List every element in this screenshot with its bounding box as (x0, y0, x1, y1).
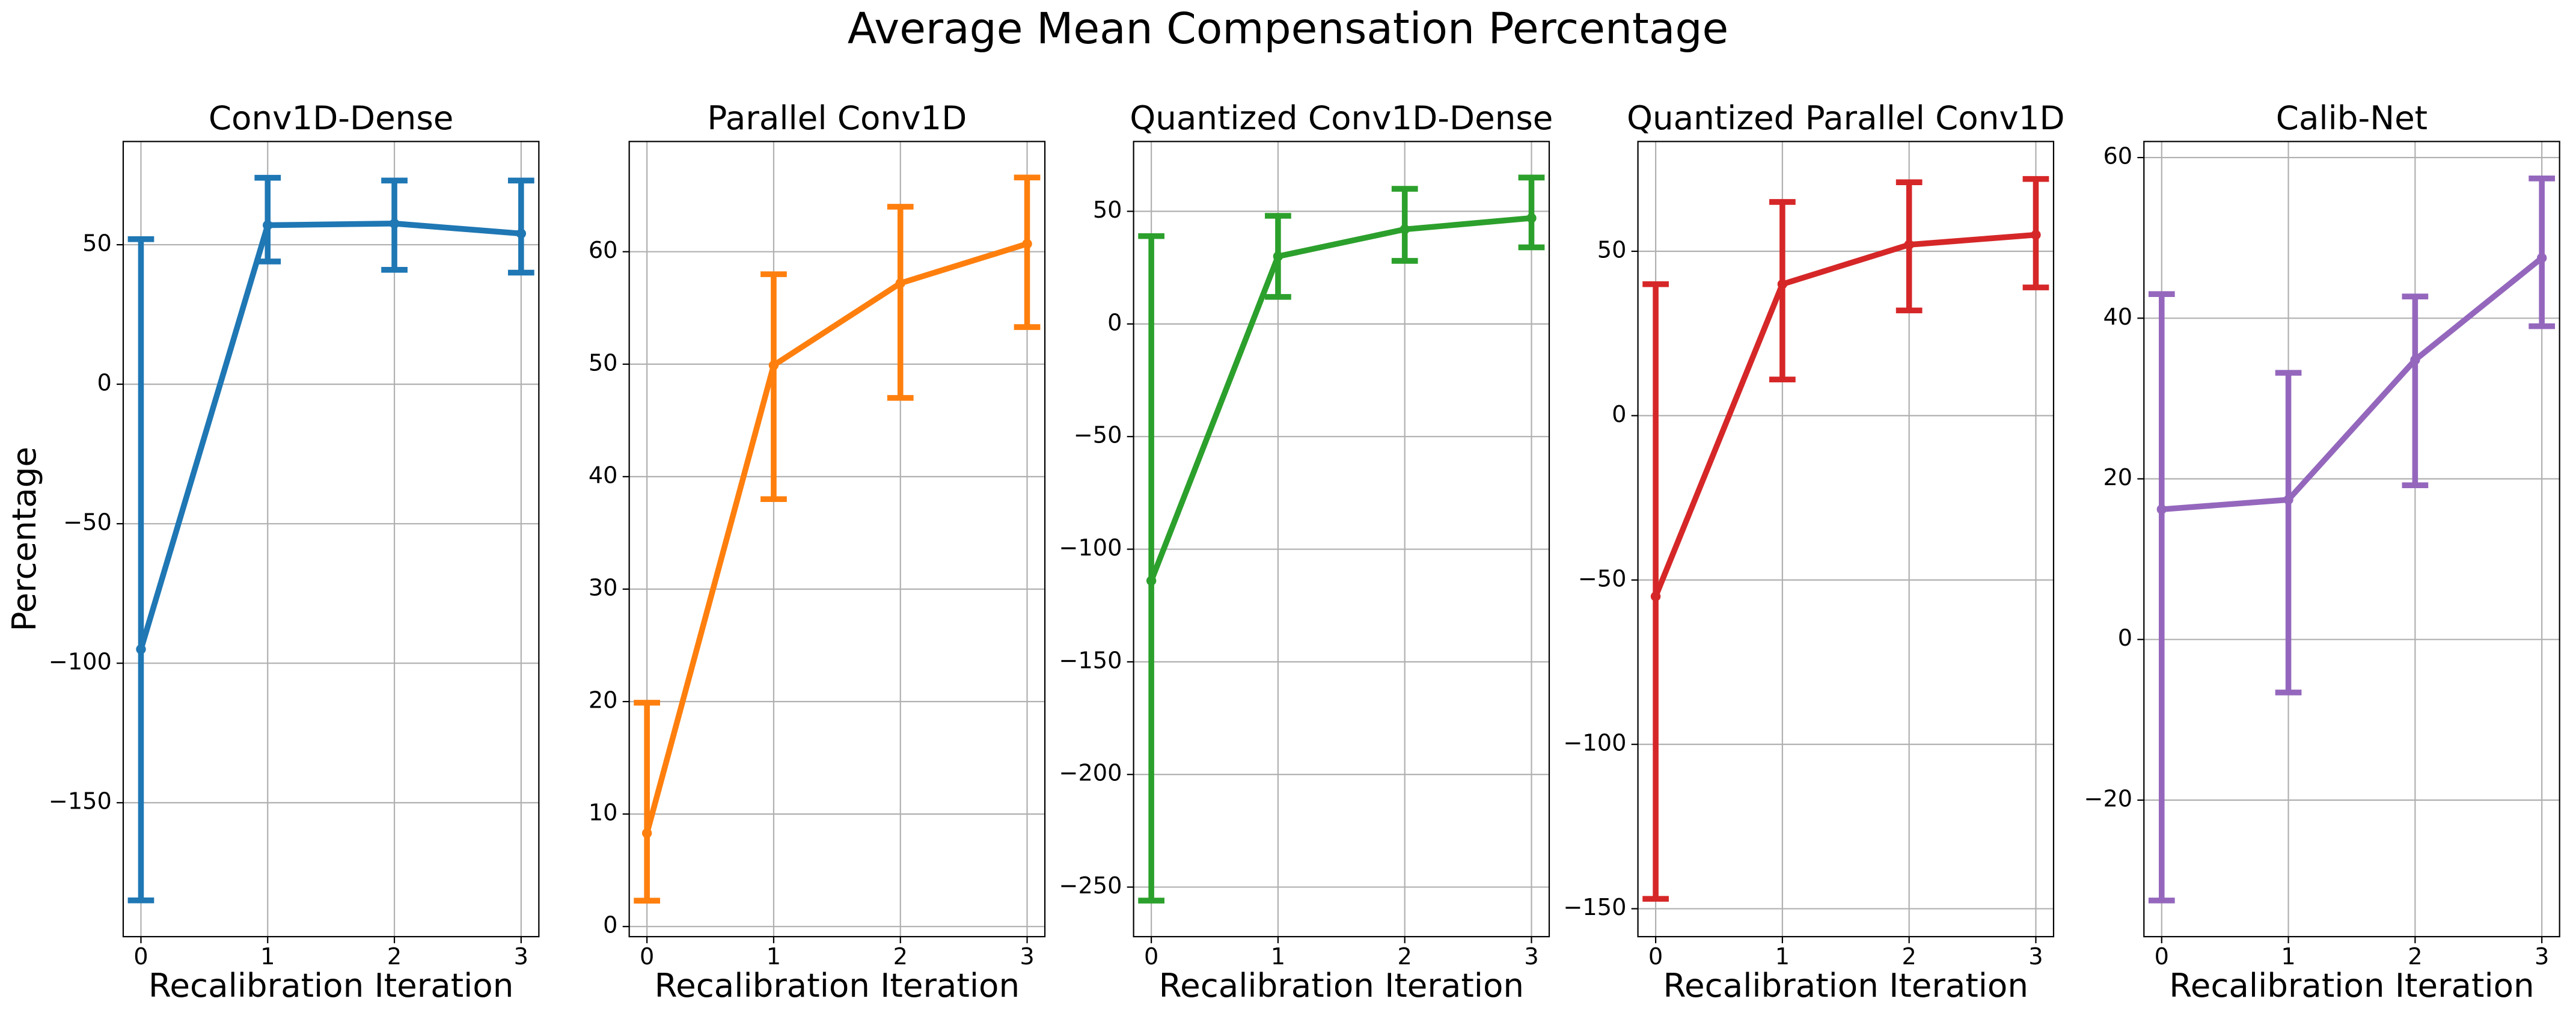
series-line (644, 241, 1028, 834)
x-tick-label: 0 (1648, 943, 1663, 970)
x-axis-label: Recalibration Iteration (148, 966, 513, 1005)
marker (641, 828, 652, 839)
y-tick-label: 0 (1612, 401, 1626, 428)
y-tick-label: 60 (589, 237, 618, 264)
figure-title: Average Mean Compensation Percentage (848, 4, 1729, 54)
x-tick-label: 2 (387, 943, 402, 970)
marker (1400, 224, 1410, 234)
y-tick-label: 30 (589, 574, 618, 601)
marker (2283, 495, 2293, 505)
marker (1273, 251, 1283, 262)
marker (1526, 213, 1537, 223)
y-tick-label: 50 (1093, 197, 1122, 224)
marker (263, 220, 273, 230)
x-axis-label: Recalibration Iteration (1159, 966, 1524, 1005)
y-tick-label: 50 (1597, 236, 1627, 263)
y-tick-label: 0 (97, 370, 111, 397)
x-tick-label: 3 (2535, 943, 2549, 970)
x-tick-label: 0 (133, 943, 148, 970)
x-tick-label: 0 (640, 943, 654, 970)
x-tick-label: 1 (1271, 943, 1285, 970)
marker (1022, 239, 1032, 249)
marker (1146, 575, 1157, 586)
y-tick-label: 50 (589, 349, 618, 376)
marker (2410, 355, 2420, 365)
subplot-title: Quantized Parallel Conv1D (1627, 99, 2065, 137)
marker (2031, 230, 2041, 240)
x-tick-label: 1 (260, 943, 275, 970)
axes-frame (628, 141, 1046, 938)
x-tick-label: 3 (1020, 943, 1034, 970)
marker (516, 228, 527, 239)
marker (895, 278, 905, 289)
axes-frame (1637, 141, 2055, 938)
series-line (1653, 231, 2036, 598)
marker (1904, 239, 1914, 250)
y-tick-label: 10 (589, 800, 618, 827)
y-tick-label: 0 (1107, 309, 1122, 336)
y-tick-label: −50 (1578, 565, 1627, 592)
x-tick-label: 2 (1902, 943, 1917, 970)
axes-frame (1133, 141, 1550, 938)
marker (1650, 591, 1661, 602)
y-tick-label: −150 (1563, 894, 1626, 921)
x-axis-label: Recalibration Iteration (655, 966, 1020, 1005)
axes-frame (2143, 141, 2560, 938)
x-tick-label: 1 (1775, 943, 1790, 970)
x-tick-label: 2 (2408, 943, 2422, 970)
marker (2156, 504, 2167, 515)
y-tick-label: 40 (589, 462, 618, 489)
y-tick-label: 20 (589, 687, 618, 714)
y-tick-label: −50 (63, 509, 112, 536)
series-line (1148, 215, 1532, 582)
subplot-title: Calib-Net (2276, 99, 2428, 137)
y-tick-label: 0 (603, 912, 617, 939)
x-axis-label: Recalibration Iteration (2169, 966, 2534, 1005)
x-tick-label: 3 (2028, 943, 2043, 970)
y-tick-label: −50 (1074, 422, 1122, 449)
marker (389, 218, 400, 228)
series-line (138, 221, 522, 650)
x-tick-label: 2 (893, 943, 908, 970)
x-tick-label: 0 (2155, 943, 2169, 970)
y-tick-label: −100 (49, 649, 112, 676)
x-tick-label: 0 (1144, 943, 1158, 970)
y-tick-label: −100 (1059, 534, 1122, 562)
y-tick-label: −200 (1059, 760, 1122, 787)
x-tick-label: 3 (1524, 943, 1538, 970)
y-tick-label: 40 (2103, 304, 2132, 331)
x-axis-label: Recalibration Iteration (1663, 966, 2028, 1005)
subplot-title: Conv1D-Dense (209, 99, 454, 137)
y-tick-label: −150 (1059, 647, 1122, 674)
y-axis-label: Percentage (5, 447, 43, 631)
marker (136, 644, 146, 655)
y-tick-label: −20 (2084, 785, 2132, 812)
subplot-title: Parallel Conv1D (707, 99, 967, 137)
marker (768, 360, 779, 370)
axes-frame (122, 141, 540, 938)
x-tick-label: 2 (1398, 943, 1412, 970)
x-tick-label: 3 (514, 943, 528, 970)
y-tick-label: 0 (2118, 625, 2132, 652)
marker (1777, 279, 1788, 289)
x-tick-label: 1 (2281, 943, 2295, 970)
y-tick-label: −150 (49, 788, 112, 815)
marker (2536, 252, 2547, 263)
x-tick-label: 1 (766, 943, 781, 970)
y-tick-label: 20 (2103, 464, 2132, 491)
y-tick-label: −250 (1059, 872, 1122, 899)
y-tick-label: 60 (2103, 143, 2132, 170)
y-tick-label: −100 (1563, 730, 1626, 757)
y-tick-label: 50 (82, 230, 112, 257)
subplot-title: Quantized Conv1D-Dense (1130, 99, 1553, 137)
series-line (2161, 256, 2544, 513)
